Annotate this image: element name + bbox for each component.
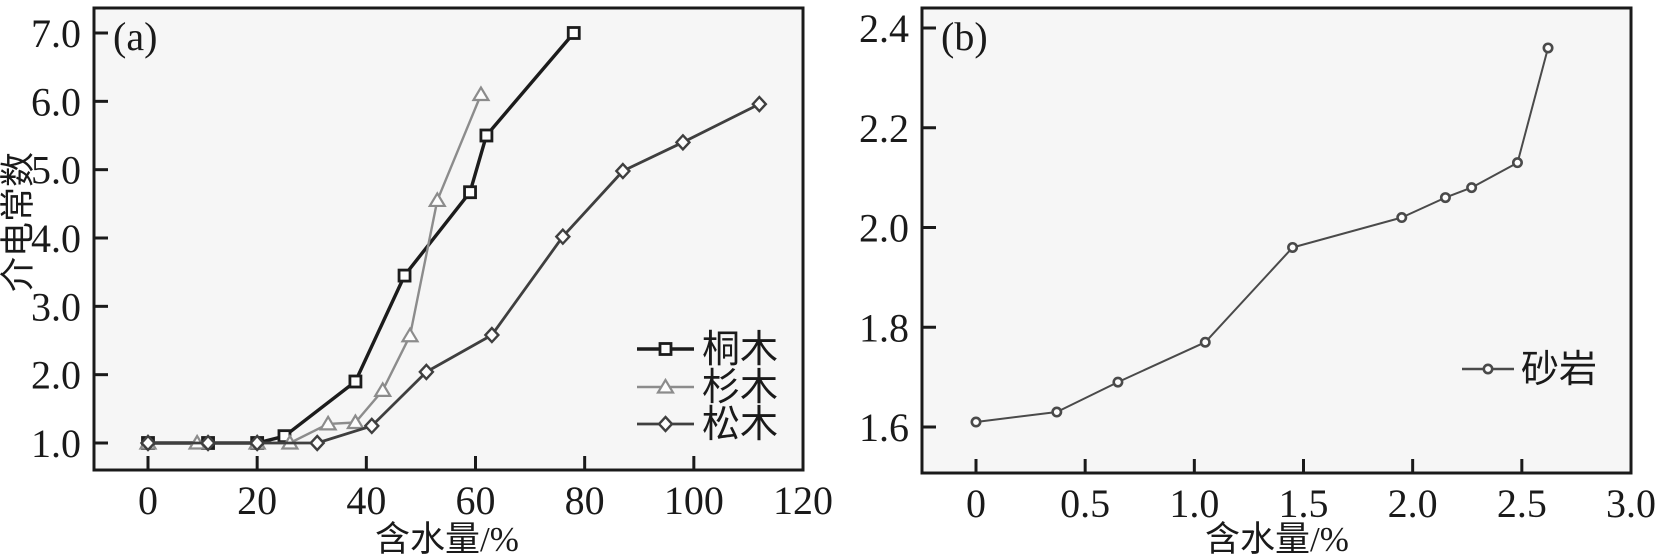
x-tick-label: 120 (773, 478, 833, 523)
y-tick-label: 6.0 (31, 79, 81, 124)
square-marker (397, 268, 412, 283)
x-axis-label: 含水量/% (1205, 520, 1349, 559)
diamond-marker (139, 434, 157, 452)
panel-a: 0 20 40 60 80 100 120 1.0 2.0 3.0 4.0 5.0 6.0 7.0 (a) 含… (0, 6, 833, 559)
x-tick-label: 60 (456, 478, 496, 523)
circle-marker (1396, 212, 1408, 224)
diamond-marker (199, 434, 217, 452)
y-tick-label: 5.0 (31, 148, 81, 193)
y-tick-label: 2.2 (859, 106, 909, 151)
square-marker (463, 185, 477, 200)
legend-label: 砂岩 (1521, 349, 1597, 391)
diamond-marker (614, 162, 632, 180)
diamond-marker (418, 363, 435, 381)
circle-marker (1439, 192, 1451, 204)
circle-marker (1542, 42, 1554, 54)
circle-marker (1466, 182, 1478, 194)
x-tick-label: 2.5 (1497, 481, 1547, 526)
y-tick-label: 2.0 (859, 206, 909, 251)
panel-label: (a) (113, 14, 157, 59)
y-tick-label: 4.0 (31, 216, 81, 261)
x-tick-label: 20 (237, 478, 277, 523)
x-tick-label: 100 (664, 478, 724, 523)
x-tick-label: 3.0 (1606, 481, 1655, 526)
triangle-marker (427, 191, 447, 208)
y-tick-label: 7.0 (31, 11, 81, 56)
y-tick-label: 2.4 (859, 6, 909, 51)
diamond-marker (363, 417, 380, 435)
square-marker (479, 128, 494, 143)
axes-border (92, 6, 805, 472)
square-marker (348, 374, 363, 389)
legend-label: 桐木 (702, 329, 778, 371)
triangle-marker (373, 381, 393, 397)
panel-b: 0 0.5 1.0 1.5 2.0 2.5 3.0 1.6 1.8 2.0 2.2 2.4 (b) 含水量… (859, 6, 1655, 559)
y-tick-label: 2.0 (31, 353, 81, 398)
square-marker (658, 342, 673, 356)
triangle-marker (345, 413, 365, 430)
diamond-marker (751, 95, 768, 113)
y-tick-label: 3.0 (31, 284, 81, 329)
square-marker (566, 26, 581, 40)
circle-marker (1287, 241, 1299, 253)
x-tick-label: 40 (346, 478, 386, 523)
circle-marker (1199, 336, 1211, 348)
x-tick-label: 0.5 (1060, 481, 1110, 526)
y-tick-label: 1.0 (31, 421, 81, 466)
diamond-marker (483, 326, 501, 344)
panel-label: (b) (941, 14, 988, 59)
diamond-marker (249, 434, 266, 452)
diamond-marker (674, 133, 692, 152)
axes-border (920, 6, 1633, 475)
plot-area (96, 10, 801, 468)
y-axis-label: 介电常数 (0, 152, 38, 292)
circle-marker (1051, 406, 1063, 418)
series-line-0 (975, 47, 1549, 423)
diamond-marker (309, 434, 326, 452)
triangle-marker (471, 85, 491, 102)
triangle-marker (656, 377, 675, 394)
diamond-marker (554, 227, 571, 246)
y-tick-label: 1.8 (859, 305, 909, 350)
x-axis-label: 含水量/% (375, 520, 519, 559)
legend-label: 杉木 (702, 367, 778, 409)
diamond-marker (657, 415, 674, 433)
triangle-marker (318, 414, 338, 431)
x-tick-label: 0 (138, 478, 158, 523)
circle-marker (1511, 157, 1523, 169)
plot-area (924, 10, 1629, 471)
legend-label: 松木 (702, 404, 778, 446)
circle-marker (1482, 363, 1494, 375)
x-tick-label: 80 (565, 478, 605, 523)
y-tick-label: 1.6 (859, 405, 909, 450)
triangle-marker (400, 326, 420, 343)
circle-marker (1112, 376, 1124, 388)
circle-marker (970, 416, 982, 428)
x-tick-label: 2.0 (1388, 481, 1438, 526)
x-tick-label: 1.0 (1169, 481, 1219, 526)
x-tick-label: 0 (966, 481, 986, 526)
x-tick-label: 1.5 (1279, 481, 1329, 526)
